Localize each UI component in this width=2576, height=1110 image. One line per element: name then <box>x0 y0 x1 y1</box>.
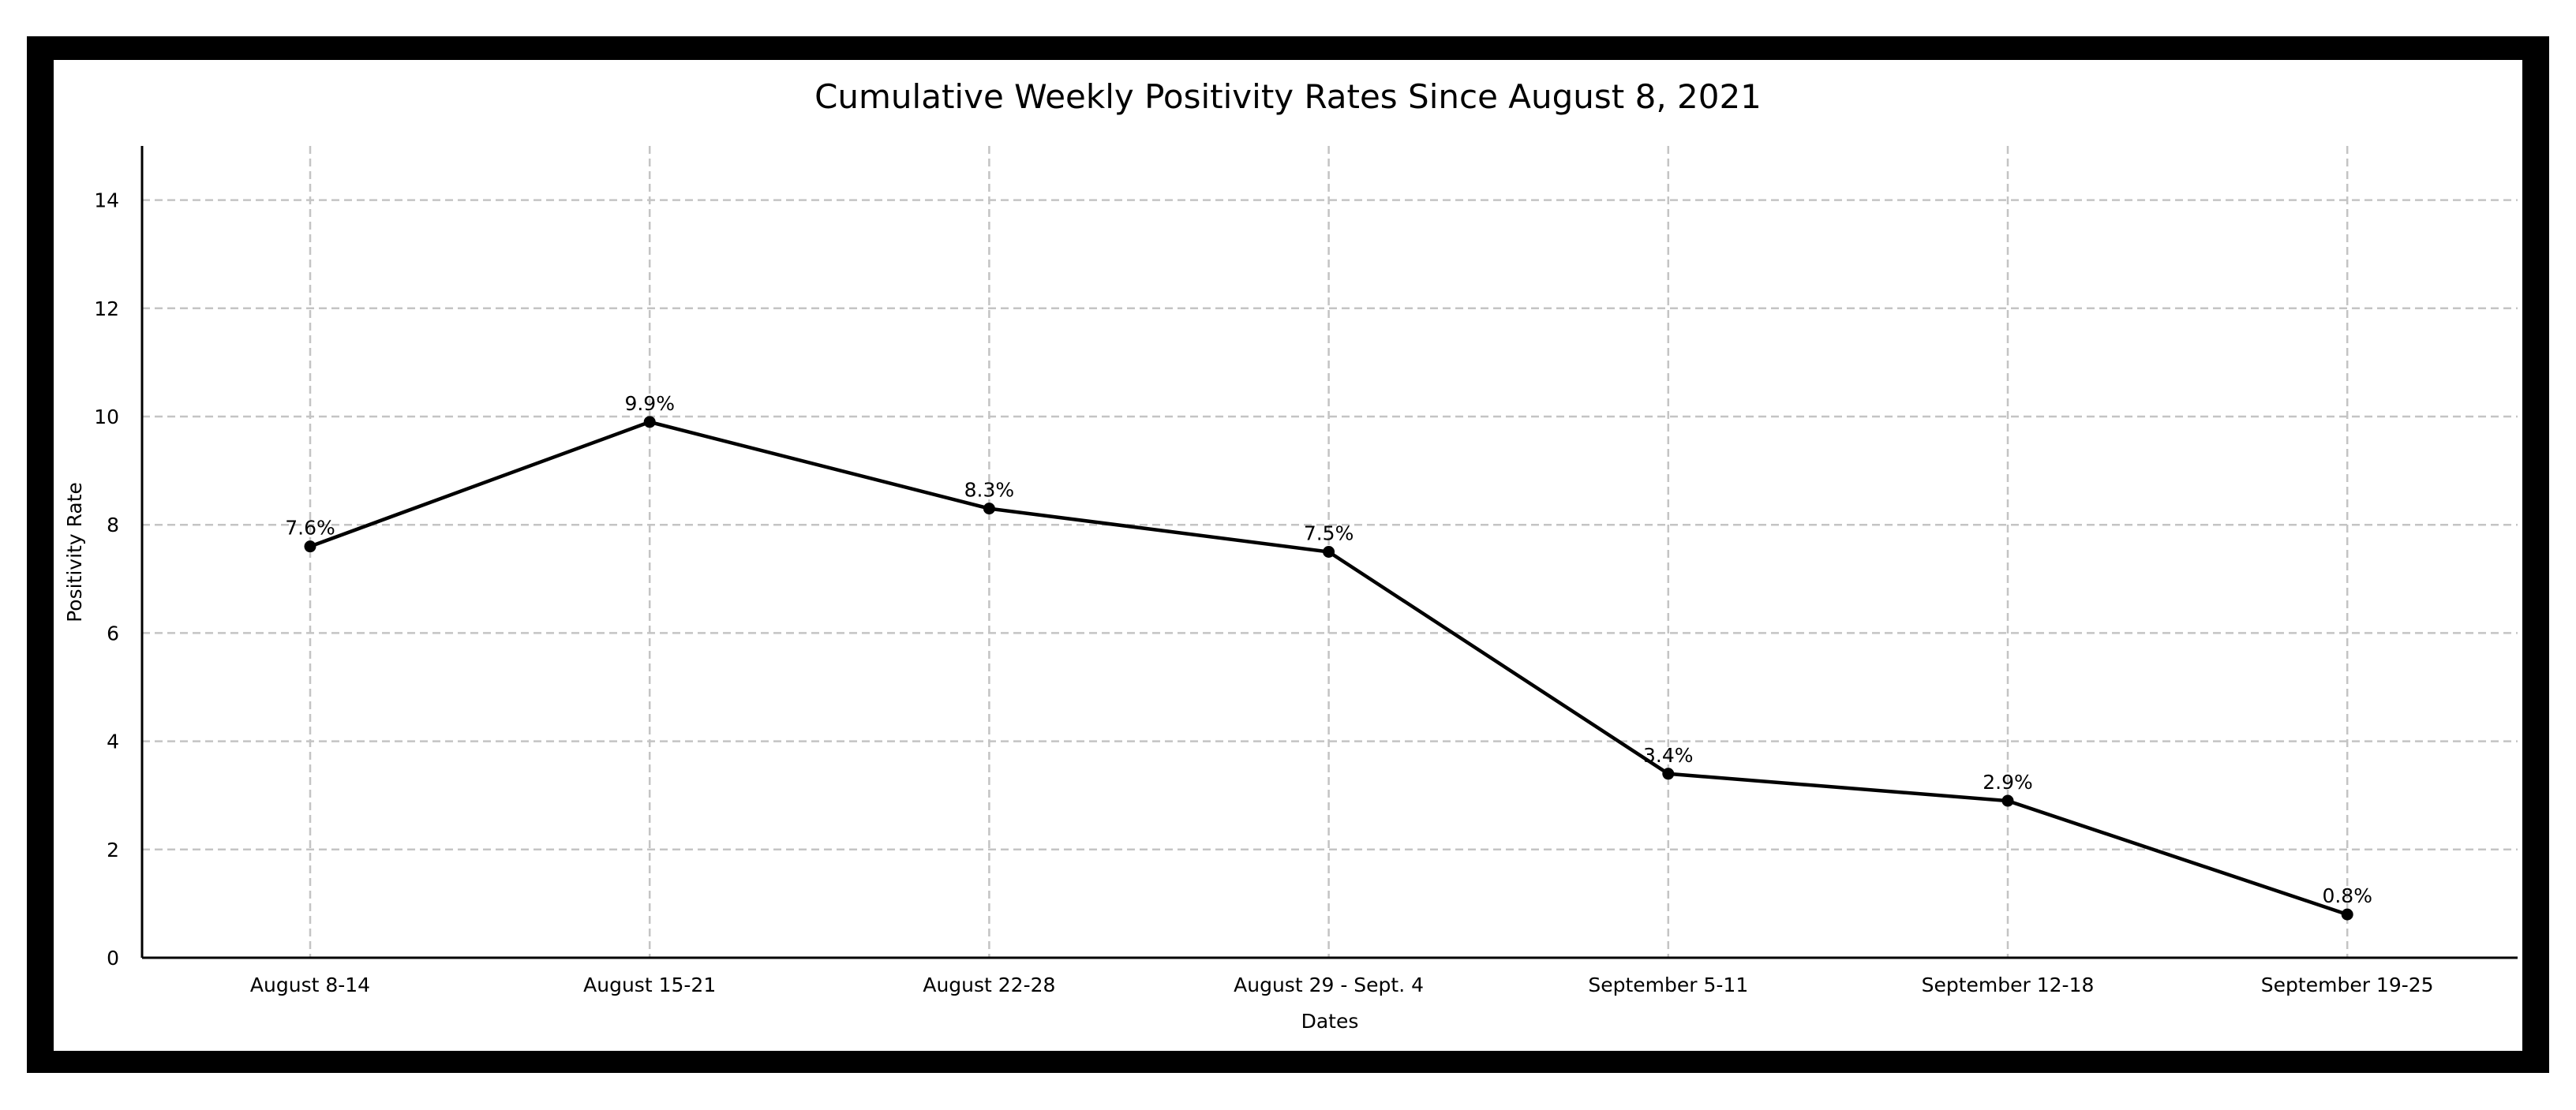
data-label: 0.8% <box>2322 884 2372 907</box>
data-label: 9.9% <box>624 392 675 415</box>
data-markers <box>304 416 2353 921</box>
data-point <box>1323 546 1335 558</box>
y-tick-label: 8 <box>107 514 119 536</box>
data-label: 2.9% <box>1983 771 2033 794</box>
x-tick-label: August 8-14 <box>250 974 370 996</box>
x-tick-label: August 15-21 <box>583 974 716 996</box>
data-point <box>983 503 995 515</box>
x-tick-label: August 29 - Sept. 4 <box>1234 974 1424 996</box>
data-label: 8.3% <box>964 479 1015 502</box>
y-tick-label: 4 <box>107 731 119 753</box>
data-label: 7.6% <box>285 517 335 540</box>
x-axis-title: Dates <box>1301 1010 1359 1033</box>
x-tick-label: September 5-11 <box>1588 974 1748 996</box>
x-tick-labels: August 8-14 August 15-21 August 22-28 Augus… <box>250 974 2434 996</box>
y-tick-label: 0 <box>107 947 119 970</box>
data-point <box>643 416 656 428</box>
y-tick-label: 2 <box>107 839 119 861</box>
data-label: 3.4% <box>1643 744 1694 767</box>
x-tick-label: September 19-25 <box>2261 974 2434 996</box>
x-tick-label: September 12-18 <box>1922 974 2095 996</box>
y-tick-label: 6 <box>107 622 119 645</box>
chart-title: Cumulative Weekly Positivity Rates Since… <box>814 77 1762 116</box>
chart-panel <box>54 60 2522 1051</box>
x-tick-label: August 22-28 <box>923 974 1055 996</box>
y-axis-title: Positivity Rate <box>63 482 86 622</box>
data-point <box>2341 908 2353 921</box>
y-tick-label: 14 <box>94 189 119 212</box>
data-point <box>2001 794 2014 807</box>
y-tick-label: 12 <box>94 297 119 320</box>
data-point <box>1662 768 1675 780</box>
y-tick-label: 10 <box>94 406 119 428</box>
data-label: 7.5% <box>1304 522 1354 545</box>
y-tick-labels: 0 2 4 6 8 10 12 14 <box>94 189 119 970</box>
data-point <box>304 540 316 553</box>
data-labels: 7.6% 9.9% 8.3% 7.5% 3.4% 2.9% 0.8% <box>285 392 2372 907</box>
